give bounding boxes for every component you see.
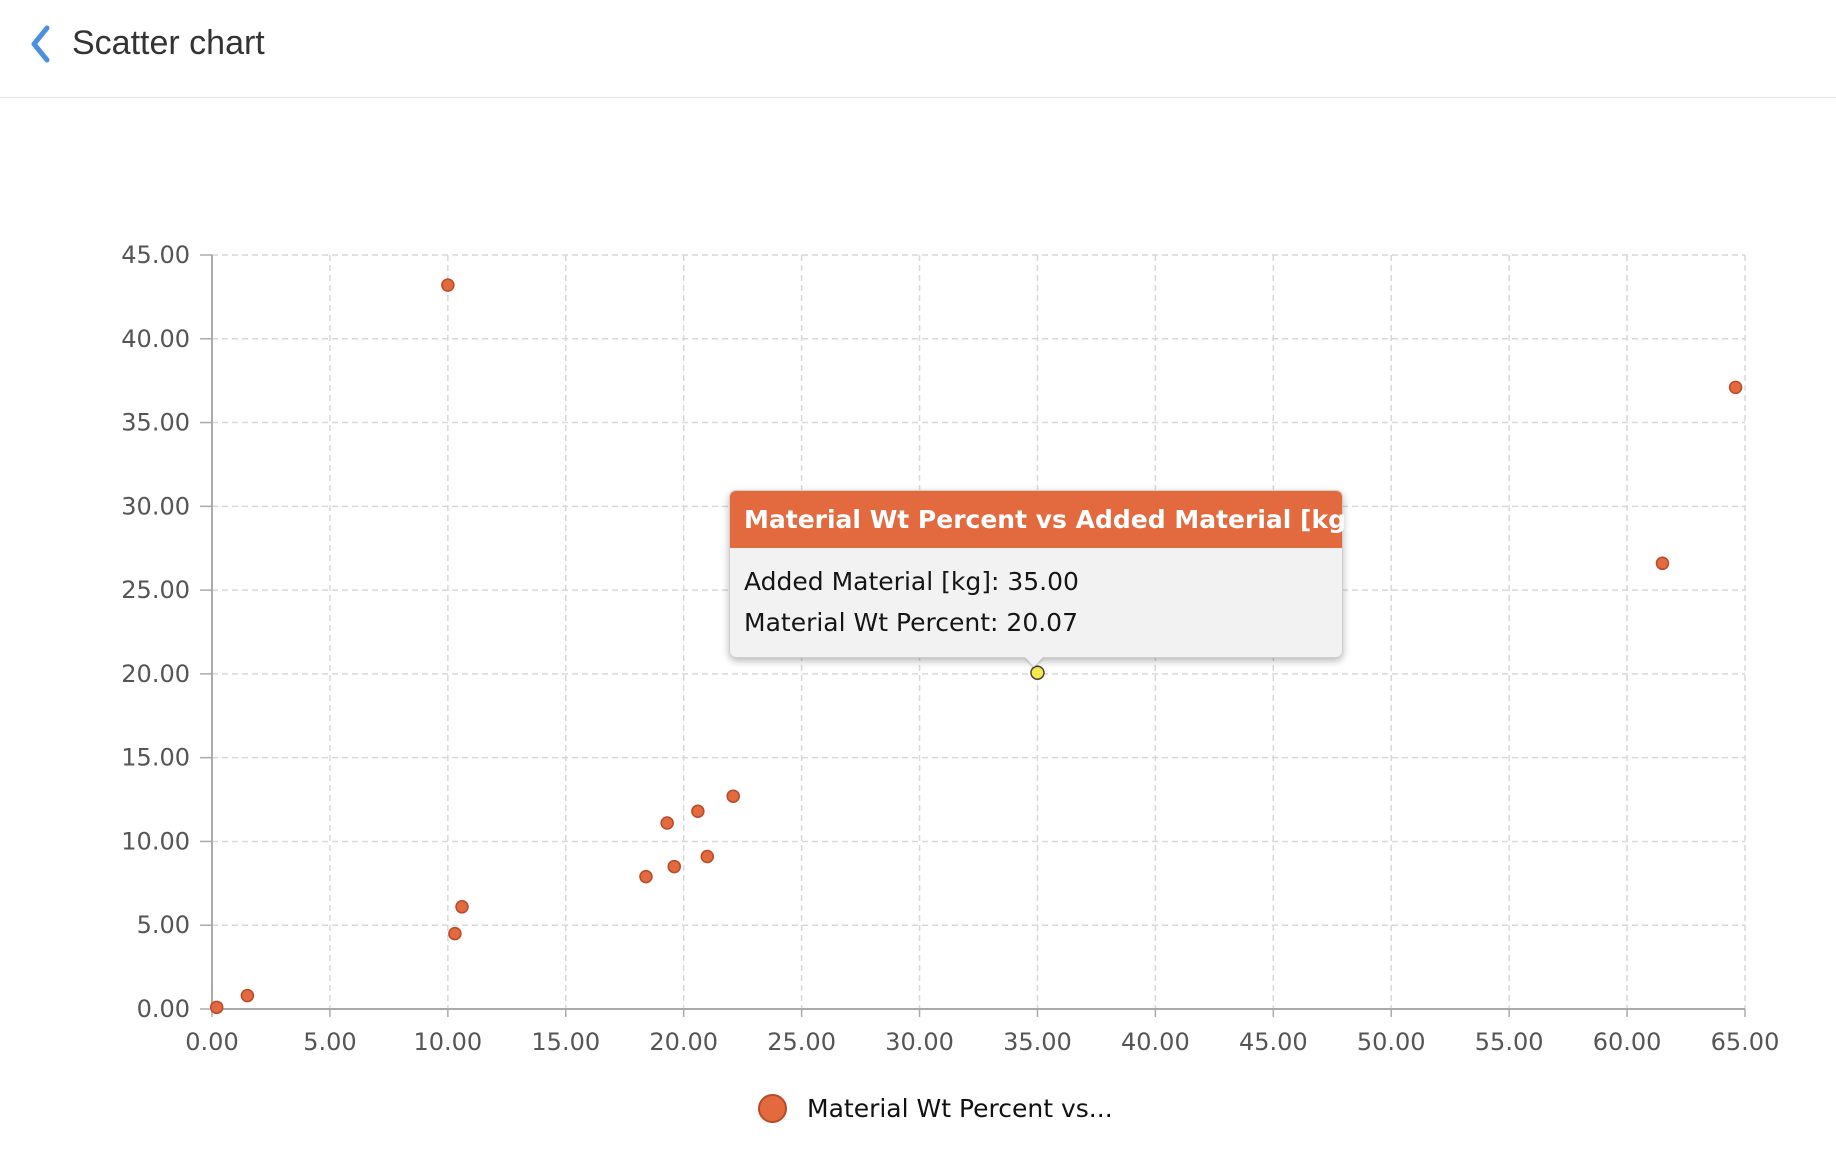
highlighted-data-point[interactable] (1030, 665, 1045, 680)
y-tick-label: 5.00 (137, 911, 190, 939)
x-tick-label: 50.00 (1357, 1028, 1426, 1056)
x-tick-label: 65.00 (1711, 1028, 1780, 1056)
tooltip-arrow (1025, 657, 1043, 667)
scatter-chart: 0.00 5.00 10.00 15.00 20.00 25.00 30.00 35.00 40… (121, 241, 1780, 1056)
legend-series-marker[interactable] (758, 1093, 787, 1123)
y-tick-label: 25.00 (121, 576, 190, 604)
legend-series-label[interactable]: Material Wt Percent vs... (807, 1093, 1113, 1123)
x-tick-label: 5.00 (303, 1028, 356, 1056)
x-tick-label: 35.00 (1003, 1028, 1072, 1056)
y-tick-label: 35.00 (121, 409, 190, 437)
data-point[interactable] (209, 1000, 224, 1015)
x-tick-label: 60.00 (1593, 1028, 1662, 1056)
data-point[interactable] (726, 789, 740, 803)
x-tick-label: 25.00 (767, 1028, 836, 1056)
chart-legend[interactable]: Material Wt Percent vs... (758, 1089, 1113, 1127)
x-tick-label: 0.00 (185, 1028, 238, 1056)
data-point[interactable] (700, 849, 715, 864)
y-tick-label: 45.00 (121, 241, 190, 269)
data-point[interactable] (1655, 556, 1670, 571)
tooltip-title: Material Wt Percent vs Added Material [k… (730, 491, 1357, 548)
chevron-left-icon (31, 25, 50, 63)
x-tick-label: 45.00 (1239, 1028, 1308, 1056)
data-point[interactable] (639, 869, 653, 884)
data-point[interactable] (1728, 380, 1743, 395)
y-tick-label: 20.00 (121, 660, 190, 688)
y-tick-label: 30.00 (121, 492, 190, 520)
data-point-tooltip: Material Wt Percent vs Added Material [k… (729, 490, 1357, 667)
tooltip-x-value: Added Material [kg]: 35.00 (744, 567, 1079, 596)
y-tick-label: 40.00 (121, 325, 190, 353)
y-tick-label: 15.00 (121, 744, 190, 772)
tooltip-body: Added Material [kg]: 35.00 Material Wt P… (730, 548, 1342, 643)
page-title: Scatter chart (72, 24, 265, 62)
chart-area: 0.00 5.00 10.00 15.00 20.00 25.00 30.00 35.00 40… (0, 99, 1836, 1152)
data-point[interactable] (441, 278, 455, 292)
data-point[interactable] (691, 804, 705, 819)
data-point[interactable] (667, 859, 682, 874)
tooltip-y-value: Material Wt Percent: 20.07 (744, 608, 1078, 637)
x-tick-label: 15.00 (531, 1028, 600, 1056)
y-tick-label: 10.00 (121, 827, 190, 855)
data-point[interactable] (240, 988, 255, 1003)
x-tick-label: 10.00 (413, 1028, 482, 1056)
data-point[interactable] (448, 926, 462, 941)
data-point[interactable] (660, 816, 674, 830)
back-button[interactable] (12, 18, 60, 70)
x-tick-label: 30.00 (885, 1028, 954, 1056)
data-point[interactable] (455, 900, 469, 914)
x-tick-label: 20.00 (649, 1028, 718, 1056)
x-tick-label: 40.00 (1121, 1028, 1190, 1056)
y-tick-label: 0.00 (137, 995, 190, 1023)
page-header: Scatter chart (0, 0, 1836, 98)
x-tick-label: 55.00 (1475, 1028, 1544, 1056)
